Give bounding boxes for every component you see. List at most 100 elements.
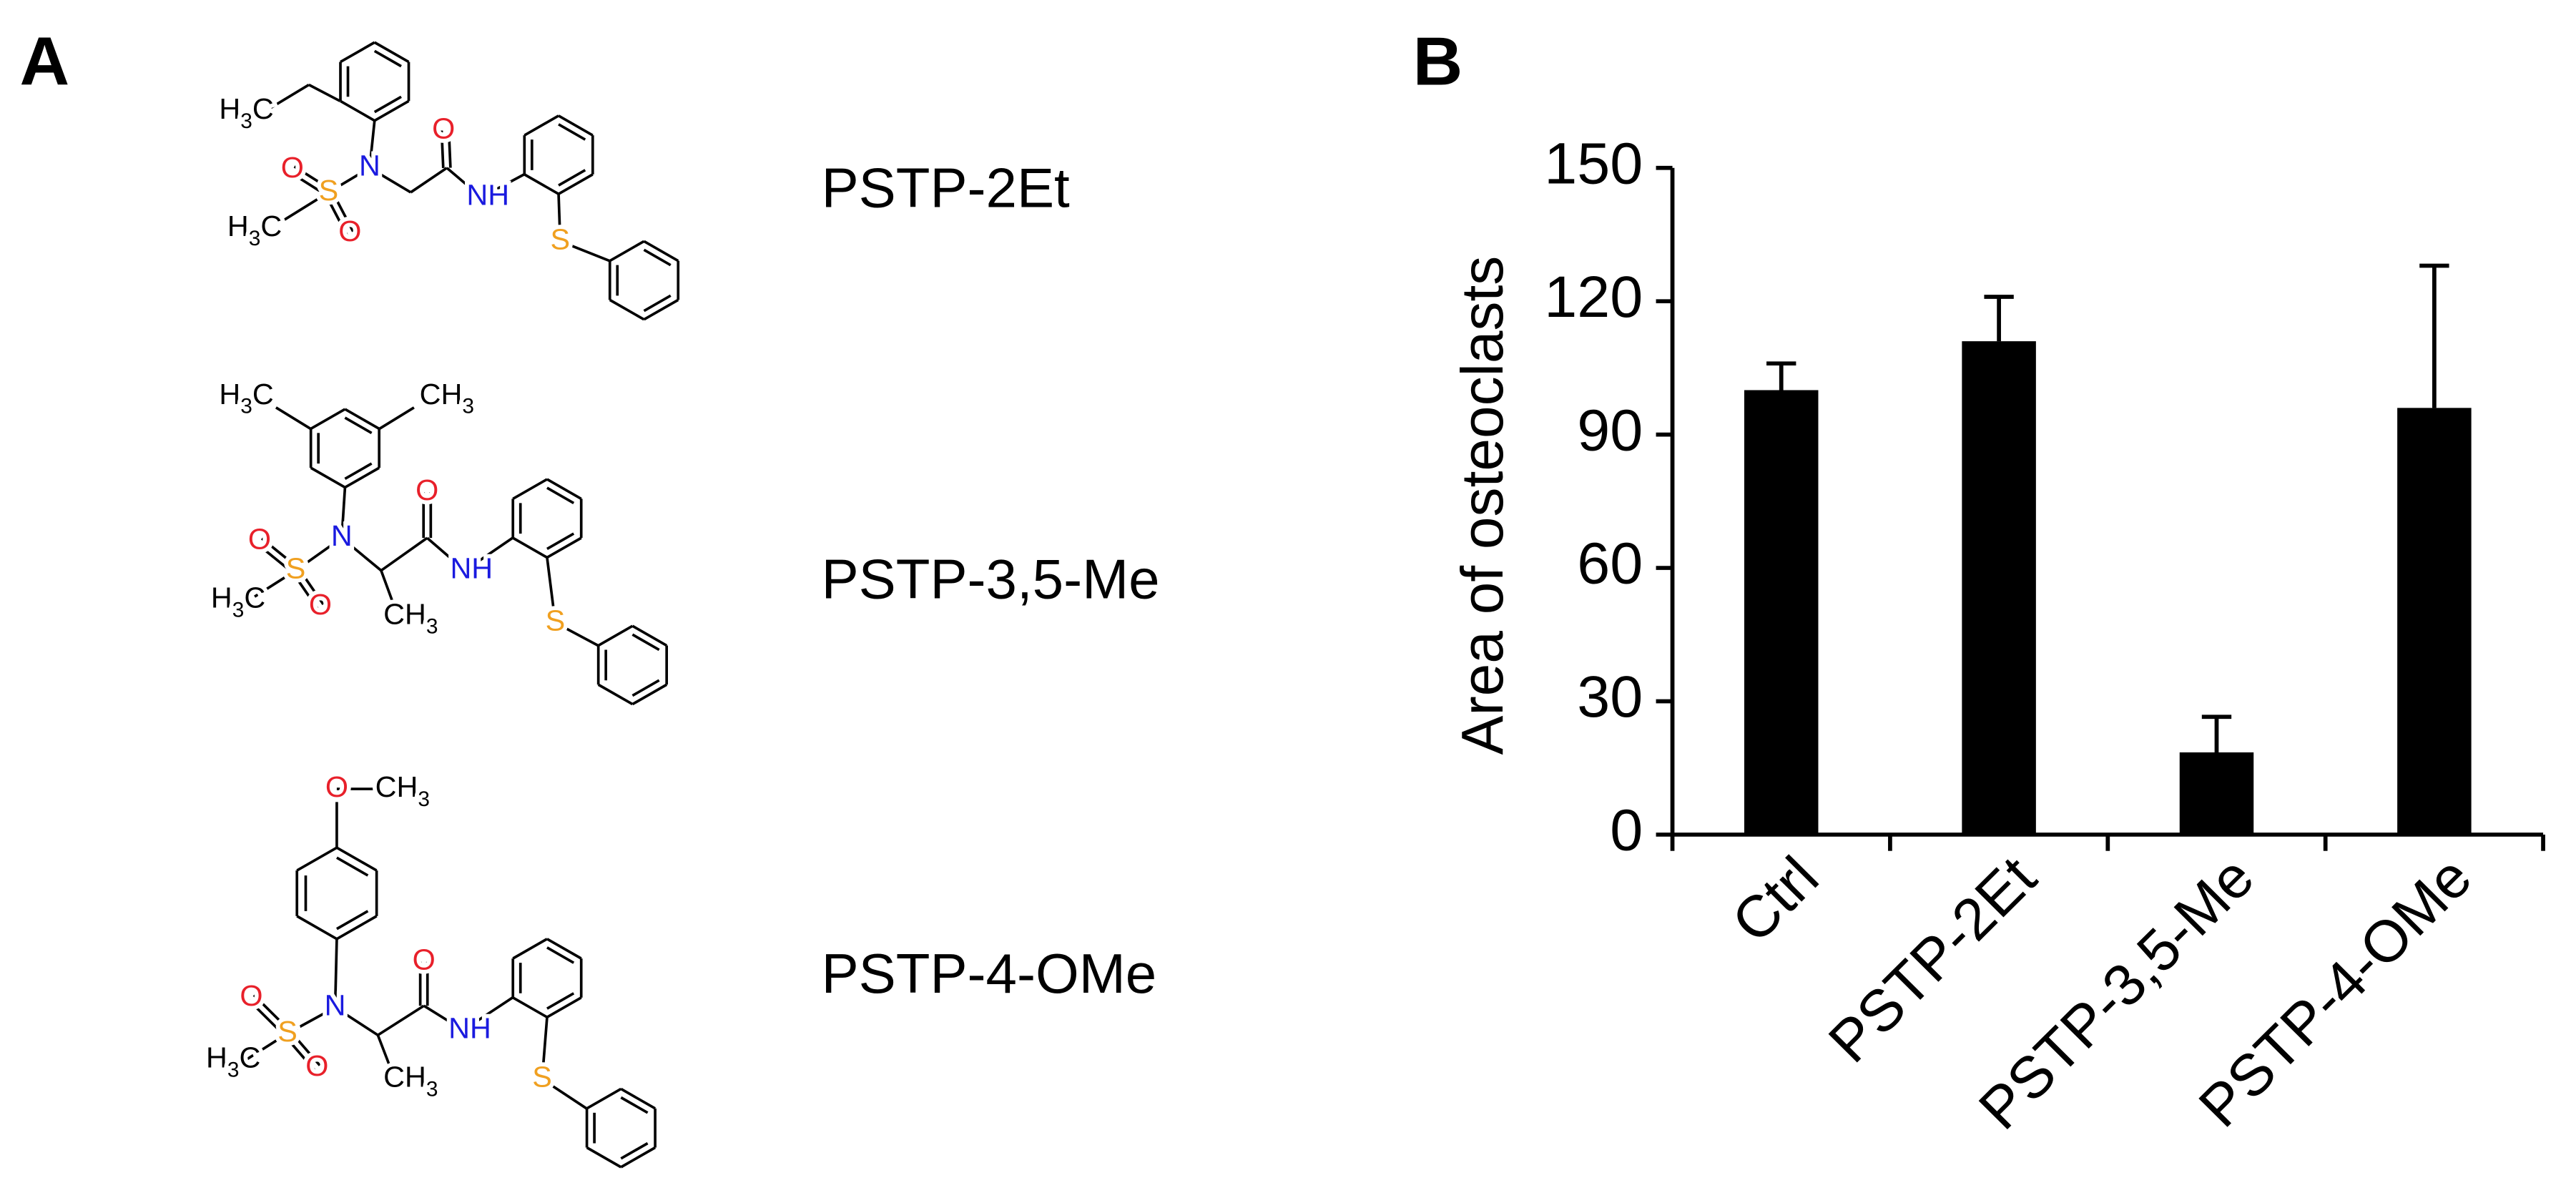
y-axis-label: Area of osteoclasts: [1450, 256, 1515, 755]
bond: [546, 532, 575, 551]
bond: [512, 478, 548, 500]
bond: [631, 683, 668, 706]
bond: [546, 996, 582, 1018]
bond: [340, 536, 383, 572]
bond: [558, 169, 586, 187]
bond: [377, 1004, 425, 1036]
bond: [557, 194, 562, 242]
bond: [631, 679, 660, 697]
bond: [541, 1017, 549, 1079]
bond: [293, 165, 332, 191]
bond: [324, 193, 348, 236]
panel-label: B: [1413, 24, 1463, 100]
bond: [368, 120, 376, 168]
compound-name: PSTP-2Et: [822, 158, 1071, 220]
atom-label: H3C: [219, 378, 273, 418]
x-tick-label: Ctrl: [1719, 844, 1831, 955]
bond: [330, 190, 355, 232]
bond: [643, 240, 679, 262]
y-tick-label: 60: [1577, 531, 1643, 596]
bond: [373, 99, 410, 122]
bond: [609, 240, 645, 262]
bar: [1744, 390, 1819, 835]
bond: [643, 248, 672, 267]
atom-label: NH: [450, 552, 493, 585]
bond: [462, 996, 513, 1031]
bond: [270, 83, 310, 109]
atom-label: CH3: [375, 770, 430, 811]
bond: [558, 173, 594, 195]
bond: [620, 1146, 657, 1169]
bond: [310, 466, 346, 489]
bond: [554, 622, 599, 647]
bond: [512, 938, 548, 960]
bond: [254, 569, 297, 598]
bond: [296, 915, 338, 941]
bond: [333, 938, 338, 1008]
bond: [373, 95, 402, 114]
atom-label: NH: [466, 179, 509, 212]
atom-label: NH: [448, 1011, 491, 1044]
bond: [380, 570, 396, 607]
bond: [446, 167, 483, 199]
bond: [368, 167, 412, 194]
bond: [620, 1096, 649, 1114]
atom-label: S: [551, 222, 571, 255]
atom-label: S: [319, 174, 339, 207]
atom-label: O: [240, 979, 262, 1012]
bond: [464, 536, 513, 572]
bond: [546, 946, 575, 964]
bond: [290, 171, 328, 197]
bond: [481, 173, 525, 199]
bond: [586, 1146, 622, 1169]
atom-label: N: [331, 519, 353, 552]
y-tick-label: 30: [1577, 664, 1643, 730]
bond: [597, 683, 634, 706]
bond: [245, 1032, 288, 1061]
panel-label: A: [20, 24, 70, 100]
bond: [523, 173, 559, 195]
bond: [597, 624, 634, 647]
bond: [287, 1006, 336, 1035]
bond: [289, 1030, 321, 1066]
atom-label: O: [309, 588, 332, 621]
bond: [643, 294, 672, 313]
bond: [423, 1004, 464, 1031]
bond: [447, 130, 452, 168]
bond: [609, 298, 645, 321]
bond: [336, 846, 378, 872]
bond: [336, 915, 378, 941]
bond: [512, 996, 548, 1018]
atom-label: O: [248, 523, 271, 556]
bond: [328, 167, 370, 194]
bond: [546, 992, 575, 1010]
bond: [252, 993, 291, 1032]
y-tick-label: 90: [1577, 398, 1643, 463]
bond: [340, 99, 375, 122]
bond: [586, 1087, 622, 1110]
bond: [410, 167, 448, 194]
bond: [344, 416, 373, 435]
bond: [541, 1078, 588, 1110]
atom-label: N: [359, 149, 380, 182]
bond: [512, 536, 548, 559]
bond: [440, 130, 445, 169]
bond: [283, 1035, 315, 1071]
bond: [256, 543, 295, 574]
bond: [559, 240, 610, 262]
bond: [334, 1006, 379, 1036]
bond: [376, 1034, 393, 1070]
bar: [2179, 752, 2254, 835]
bond: [631, 624, 668, 647]
bond: [378, 406, 415, 430]
bond: [620, 1141, 649, 1160]
atom-label: O: [432, 112, 455, 144]
bond: [546, 938, 582, 960]
atom-label: N: [325, 988, 346, 1021]
bond: [298, 567, 325, 606]
bond: [344, 462, 373, 481]
atom-label: S: [546, 604, 566, 637]
atom-label: S: [286, 552, 306, 585]
atom-label: O: [416, 473, 438, 506]
atom-label: O: [413, 943, 436, 976]
